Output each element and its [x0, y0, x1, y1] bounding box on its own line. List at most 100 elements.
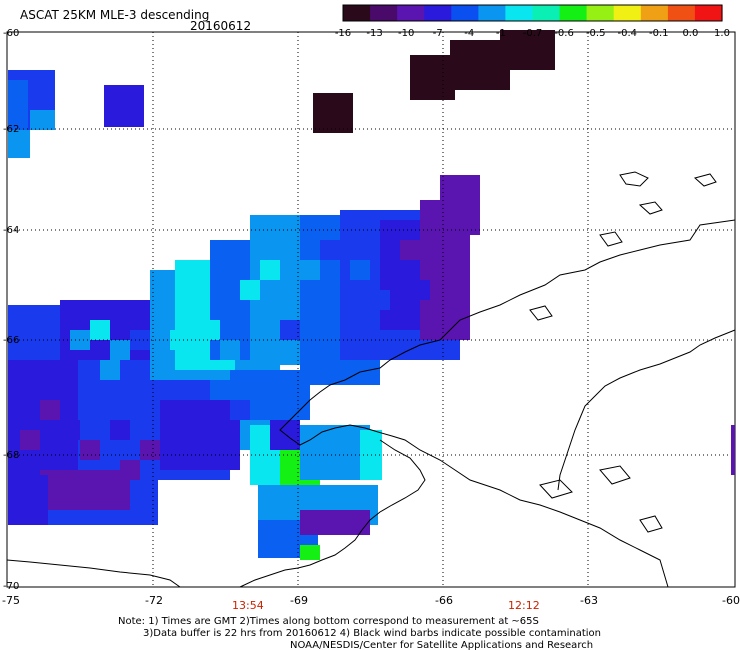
wind-cell [430, 300, 450, 320]
pass-time-2: 12:12 [508, 599, 540, 612]
colorbar-tick-label: -13 [366, 28, 382, 39]
colorbar-segment [559, 5, 588, 21]
wind-cell [104, 85, 144, 127]
colorbar-tick-label: 1.0 [714, 28, 730, 39]
wind-cell [90, 320, 110, 340]
wind-cell [40, 400, 60, 420]
wind-cell [350, 260, 370, 280]
lat-label-60: -60 [3, 28, 19, 39]
wind-cell [320, 240, 340, 260]
wind-cell [180, 300, 200, 320]
colorbar-segment [694, 5, 723, 21]
wind-cell [100, 360, 120, 380]
wind-cell [313, 93, 353, 133]
colorbar-tick-label: -0.1 [649, 28, 669, 39]
wind-cell [110, 420, 130, 440]
graticule [7, 32, 735, 587]
lat-label-62: -62 [3, 124, 19, 135]
colorbar-segment [370, 5, 398, 21]
wind-cell [410, 280, 430, 300]
wind-cell [80, 440, 100, 460]
colorbar-tick-label: -16 [335, 28, 351, 39]
wind-cell [190, 350, 210, 370]
colorbar-tick-label: -4 [464, 28, 474, 39]
wind-cell [300, 510, 370, 535]
island-4 [599, 231, 623, 247]
wind-cell [8, 130, 30, 158]
coastline-peninsula [279, 219, 736, 588]
lon-label-72: -72 [145, 594, 163, 607]
wind-cell [8, 80, 28, 130]
wind-cell [300, 260, 320, 280]
lat-label-64: -64 [3, 225, 19, 236]
colorbar-tick-label: -7 [433, 28, 443, 39]
island-1 [619, 171, 649, 187]
lon-label-60: -60 [722, 594, 740, 607]
wind-cell [170, 450, 190, 470]
note-line-1: Note: 1) Times are GMT 2)Times along bot… [118, 616, 539, 627]
island-5 [529, 305, 553, 321]
wind-cell [440, 175, 480, 235]
wind-cell [300, 545, 320, 560]
colorbar-segment [586, 5, 615, 21]
wind-cell [300, 425, 370, 480]
wind-cell [110, 340, 130, 360]
pass-time-1: 13:54 [232, 599, 264, 612]
colorbar-segment [505, 5, 534, 21]
coastline-gulf [239, 439, 426, 588]
wind-cell [230, 400, 250, 420]
wind-cell [400, 240, 420, 260]
lon-label-75: -75 [2, 594, 20, 607]
wind-cell [450, 320, 470, 340]
lon-labels: -75 -72 -69 -66 -63 -60 [2, 594, 740, 607]
wind-cell [120, 460, 140, 480]
wind-cell [140, 440, 160, 460]
edge-swath-marker [731, 425, 735, 475]
coastline-shelf [6, 559, 181, 588]
wind-cell [260, 260, 280, 280]
wind-cell [370, 290, 390, 310]
colorbar-tick-label: -0.6 [554, 28, 574, 39]
lon-label-63: -63 [580, 594, 598, 607]
colorbar-tick-label: -0.7 [523, 28, 543, 39]
wind-cell [30, 110, 55, 130]
colorbar-segment [397, 5, 425, 21]
lat-label-68: -68 [3, 450, 19, 461]
coastline-east [557, 329, 736, 491]
wind-cell [60, 420, 80, 440]
colorbar-segment [613, 5, 642, 21]
wind-swath-layer [8, 30, 555, 560]
wind-cell [40, 470, 130, 510]
lat-label-70: -70 [3, 581, 19, 592]
wind-cell [500, 30, 555, 70]
wind-cell [200, 320, 220, 340]
colorbar-frame [342, 4, 723, 22]
island-2 [693, 173, 717, 187]
colorbar-segment [451, 5, 479, 21]
colorbar: -16 -13 -10 -7 -4 -1 -0.7 -0.6 -0.5 -0.4 -0.1 0.0 1.… [335, 4, 730, 39]
colorbar-segment [532, 5, 561, 21]
colorbar-segment [343, 5, 371, 21]
wind-cell [20, 430, 40, 450]
lon-label-66: -66 [435, 594, 453, 607]
chart-title: ASCAT 25KM MLE-3 descending [20, 8, 209, 22]
lon-label-69: -69 [290, 594, 308, 607]
chart-date: 20160612 [190, 19, 251, 33]
island-6 [599, 465, 631, 485]
lat-labels: -60 -62 -64 -66 -68 -70 [3, 28, 19, 592]
wind-cell [8, 475, 48, 525]
colorbar-segment [640, 5, 669, 21]
colorbar-tick-label: -1 [496, 28, 506, 39]
wind-cell [210, 380, 230, 400]
island-3 [638, 201, 663, 215]
wind-cell [390, 310, 410, 330]
colorbar-tick-label: -10 [398, 28, 414, 39]
wind-cell [280, 320, 300, 340]
coastline-layer [6, 171, 736, 588]
wind-cell [260, 300, 280, 320]
lat-label-66: -66 [3, 335, 19, 346]
note-line-3: NOAA/NESDIS/Center for Satellite Applica… [290, 640, 593, 650]
colorbar-segment [478, 5, 507, 21]
colorbar-segment [424, 5, 452, 21]
